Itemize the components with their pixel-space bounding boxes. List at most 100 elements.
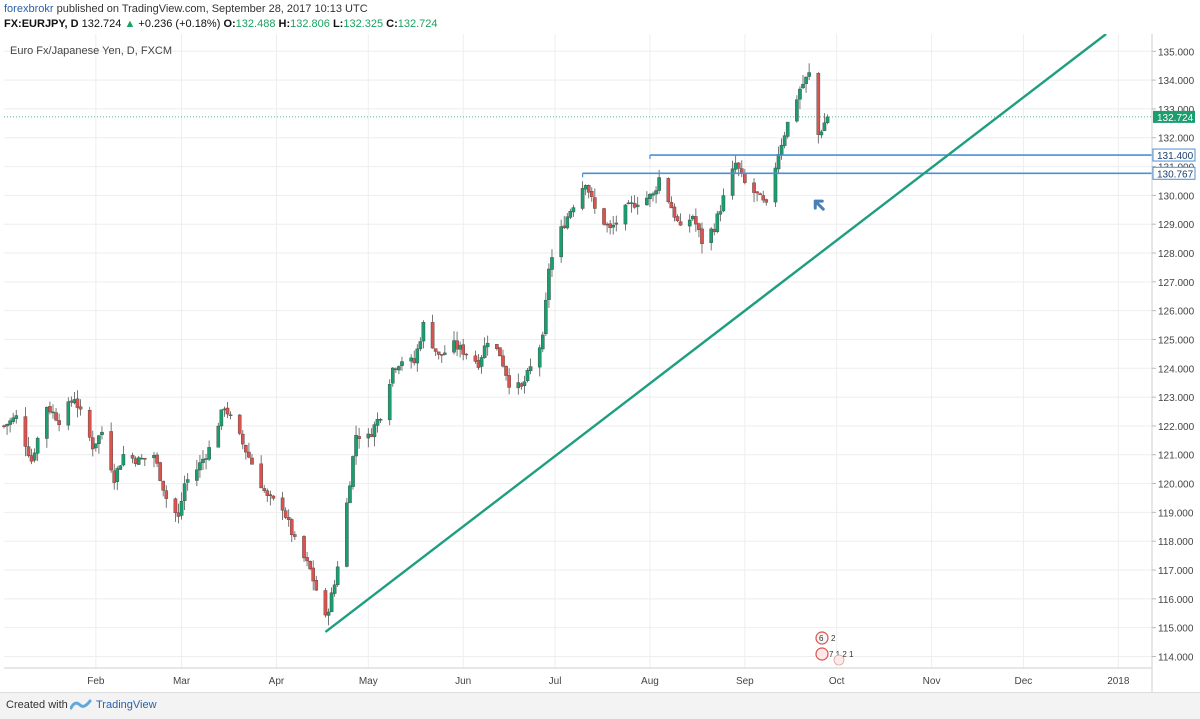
svg-text:6: 6: [819, 634, 824, 643]
candle-body: [479, 357, 484, 367]
close-value: 132.724: [397, 18, 438, 30]
candle-body: [311, 567, 315, 582]
y-tick-label: 118.000: [1158, 537, 1194, 548]
candle-body: [648, 193, 652, 199]
y-tick-label: 134.000: [1158, 76, 1195, 87]
tradingview-link[interactable]: TradingView: [96, 699, 157, 711]
candle-body: [45, 407, 49, 439]
candle-body: [289, 519, 294, 536]
price-axis[interactable]: 114.000 115.000 116.000 117.000 118.000 119.0…: [1152, 47, 1196, 663]
candle-body: [293, 534, 297, 537]
candle-body: [121, 454, 126, 466]
candle-body: [329, 592, 334, 612]
candle-body: [375, 418, 380, 426]
candle-body: [611, 224, 616, 228]
candle-body: [265, 490, 270, 496]
plot-area: [4, 34, 1152, 668]
price-chart[interactable]: 114.000 115.000 116.000 117.000 118.000 119.0…: [0, 34, 1200, 692]
candle-body: [433, 348, 438, 352]
candle-body: [97, 435, 101, 444]
candle-body: [525, 370, 530, 381]
author-link[interactable]: forexbrokr: [4, 3, 54, 15]
candle-body: [565, 216, 570, 229]
candle-body: [436, 351, 441, 355]
candle-body: [185, 479, 190, 483]
candle-body: [782, 135, 787, 146]
high-label: H:: [278, 18, 291, 30]
up-arrow-icon: ▲: [124, 18, 136, 30]
candle-body: [26, 446, 31, 456]
candle-body: [498, 347, 502, 357]
created-with-text: Created with: [6, 699, 68, 711]
y-tick-label: 129.000: [1158, 220, 1195, 231]
candle-body: [32, 452, 37, 461]
candle-body: [198, 462, 202, 471]
candle-body: [280, 497, 285, 511]
chart-header: forexbrokr published on TradingView.com,…: [0, 0, 1200, 34]
candle-body: [51, 411, 55, 414]
candle-body: [155, 454, 159, 464]
candle-body: [357, 436, 361, 439]
candle-body: [176, 512, 181, 517]
y-tick-label: 121.000: [1158, 451, 1195, 462]
candle-body: [537, 347, 542, 368]
candle-body: [143, 458, 147, 460]
candle-body: [743, 173, 747, 183]
tradingview-logo-icon[interactable]: [70, 698, 92, 712]
y-tick-label: 114.000: [1158, 652, 1194, 663]
candle-body: [733, 162, 738, 170]
candle-body: [308, 561, 312, 570]
candle-body: [54, 412, 58, 421]
candle-body: [8, 420, 12, 425]
candle-body: [608, 223, 612, 229]
chart-title: Euro Fx/Japanese Yen, D, FXCM: [10, 45, 172, 57]
candle-body: [651, 193, 655, 196]
candle-body: [225, 407, 230, 415]
candle-body: [819, 131, 824, 136]
candle-body: [378, 419, 383, 421]
candle-body: [366, 433, 371, 439]
x-tick-label: Nov: [923, 676, 941, 687]
candle-body: [372, 424, 377, 438]
candle-body: [623, 204, 628, 225]
y-tick-label: 122.000: [1158, 422, 1195, 433]
candle-body: [571, 207, 576, 213]
x-tick-label: Apr: [269, 676, 285, 687]
x-tick-label: 2018: [1107, 676, 1130, 687]
y-tick-label: 133.000: [1158, 105, 1195, 116]
candle-body: [14, 415, 19, 419]
candle-body: [351, 456, 355, 487]
time-axis[interactable]: Feb Mar Apr May Jun Jul Aug Sep Oct Nov Dec 2018: [87, 676, 1130, 687]
candle-body: [715, 213, 720, 232]
candle-body: [409, 357, 413, 362]
level-price-label: 131.400: [1157, 151, 1194, 162]
x-tick-label: Jul: [549, 676, 562, 687]
candle-body: [259, 463, 263, 489]
candle-body: [237, 414, 242, 434]
candle-body: [709, 228, 713, 243]
candle-body: [35, 437, 40, 454]
arrow-up-left-icon: [813, 199, 825, 211]
candle-body: [804, 76, 808, 84]
candle-body: [629, 202, 634, 204]
candle-body: [635, 204, 640, 207]
candle-body: [48, 406, 52, 413]
candle-body: [112, 470, 117, 483]
publish-info: published on TradingView.com, September …: [56, 3, 368, 15]
candle-body: [544, 299, 548, 335]
candle-body: [394, 368, 398, 371]
candle-body: [632, 203, 637, 208]
x-tick-label: Sep: [736, 676, 754, 687]
candle-body: [268, 494, 273, 496]
candles: [2, 63, 830, 626]
candle-body: [195, 469, 199, 481]
candle-body: [323, 590, 328, 616]
candle-body: [614, 222, 619, 225]
candle-body: [158, 462, 162, 481]
x-tick-label: Mar: [173, 676, 191, 687]
candle-body: [504, 366, 508, 376]
y-tick-label: 130.000: [1158, 191, 1195, 202]
level-price-label: 130.767: [1157, 169, 1194, 180]
candle-body: [691, 216, 695, 220]
candle-body: [795, 99, 799, 122]
